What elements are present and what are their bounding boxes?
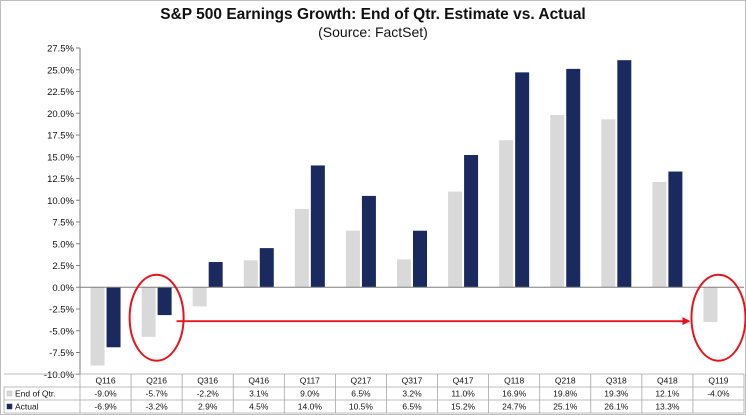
estimate-bar [192,287,207,307]
highlight-ellipse [128,273,185,362]
estimate-bar [397,259,411,288]
data-value-label: 9.0% [300,389,320,399]
x-category-label: Q416 [248,376,269,386]
data-value-label: 2.9% [198,402,218,412]
y-tick-label: 15.0% [47,152,74,163]
data-value-label: -4.0% [707,389,730,399]
estimate-bar [294,208,309,288]
actual-bar [106,287,121,348]
data-value-label: 12.1% [655,389,680,399]
actual-bar [208,262,223,288]
estimate-bar [141,287,156,337]
actual-bar [515,72,530,288]
y-tick-label: -7.5% [49,348,74,359]
data-value-label: 6.5% [402,402,422,412]
data-value-label: 16.9% [502,389,527,399]
y-tick-label: 20.0% [47,109,74,120]
y-tick-label: 2.5% [52,261,74,272]
data-value-label: 3.1% [249,389,269,399]
estimate-bar [243,260,258,288]
data-value-label: 4.5% [249,402,269,412]
data-value-label: 13.3% [655,402,680,412]
x-category-label: Q217 [351,376,372,386]
y-tick-label: 22.5% [47,87,74,98]
y-tick-label: -5.0% [49,326,74,337]
data-value-label: 14.0% [298,402,323,412]
y-tick-label: 0.0% [52,283,74,294]
x-category-label: Q318 [606,376,627,386]
data-value-label: -9.0% [94,389,117,399]
x-category-label: Q116 [95,376,115,386]
x-category-label: Q316 [197,376,218,386]
legend-series-name: Actual [15,402,39,412]
data-value-label: 25.1% [553,402,578,412]
chart-subtitle: (Source: FactSet) [318,24,428,40]
data-value-label: -2.2% [197,389,220,399]
estimate-bar [499,140,514,288]
y-tick-label: 5.0% [52,239,74,250]
actual-bar [310,165,325,288]
data-value-label: 10.5% [349,402,374,412]
y-tick-label: -2.5% [49,305,74,316]
legend-swatch [6,403,13,410]
data-value-label: 15.2% [451,402,476,412]
y-tick-label: 10.0% [47,196,74,207]
y-tick-label: 17.5% [47,131,74,142]
x-category-label: Q218 [555,376,576,386]
highlight-ellipse [690,273,746,362]
actual-bar [617,60,632,288]
x-category-label: Q216 [146,376,167,386]
legend-swatch [6,390,13,397]
chart-title: S&P 500 Earnings Growth: End of Qtr. Est… [160,6,586,23]
data-value-label: 19.3% [604,389,629,399]
actual-bar [259,248,274,288]
x-category-label: Q418 [657,376,678,386]
data-value-label: 6.5% [351,389,371,399]
y-tick-label: 27.5% [47,44,74,55]
actual-bar [566,68,581,288]
data-value-label: 26.1% [604,402,629,412]
data-value-label: 19.8% [553,389,578,399]
y-tick-label: 25.0% [47,65,74,76]
actual-bar [361,195,376,288]
data-value-label: 24.7% [502,402,527,412]
estimate-bar [652,181,667,288]
data-value-label: -6.9% [94,402,117,412]
data-value-label: 11.0% [451,389,475,399]
estimate-bar [550,114,565,288]
y-tick-label: -10.0% [44,370,75,381]
data-value-label: 3.2% [402,389,422,399]
estimate-bar [703,287,718,323]
data-value-label: -5.7% [146,389,169,399]
x-category-label: Q119 [708,376,728,386]
actual-bar [413,230,427,288]
comparison-arrow-head [682,317,691,326]
estimate-bar [90,287,105,366]
x-category-label: Q117 [300,376,320,386]
actual-bar [157,287,172,316]
x-category-label: Q417 [453,376,474,386]
legend-series-name: End of Qtr. [15,389,56,399]
data-value-label: -3.2% [146,402,169,412]
estimate-bar [448,191,463,288]
y-tick-label: 7.5% [52,218,74,229]
actual-bar [668,171,683,288]
y-tick-label: 12.5% [47,174,74,185]
x-category-label: Q317 [402,376,423,386]
actual-bar [464,155,479,288]
estimate-bar [601,119,616,288]
x-category-label: Q118 [504,376,524,386]
estimate-bar [345,230,360,288]
